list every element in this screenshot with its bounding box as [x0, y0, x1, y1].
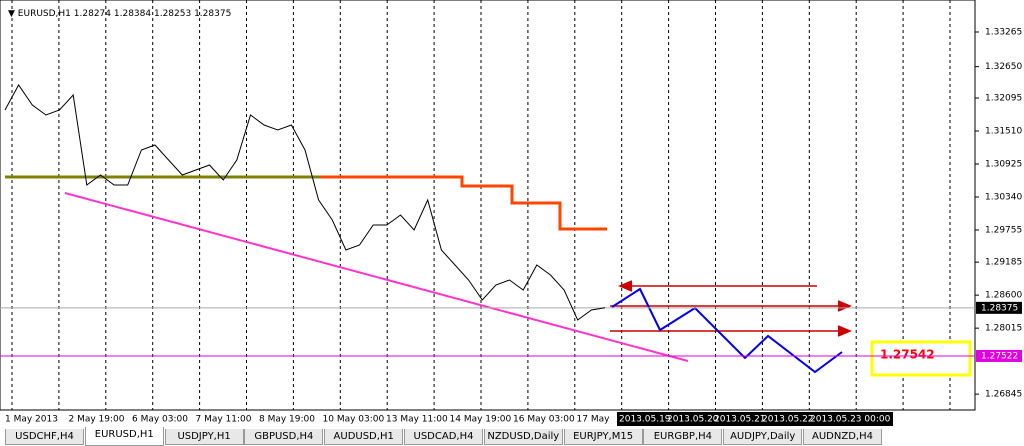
forecast-arrows — [610, 280, 852, 337]
x-tick-label: 2 May 19:00 — [69, 415, 125, 425]
trend-line — [64, 192, 689, 362]
future-label: 2013.05.19 — [619, 415, 671, 425]
x-tick-label: 7 May 11:00 — [196, 415, 252, 425]
current-price-box — [976, 301, 1022, 314]
x-tick-label: 13 May 11:00 — [386, 415, 448, 425]
future-label: 2013.05.22 — [762, 415, 814, 425]
annotation-box — [870, 340, 972, 377]
chart: ▼ EURUSD,H1 1.28274 1.28384 1.28253 1.28… — [0, 0, 1022, 426]
y-tick-label: 1.28015 — [985, 324, 1022, 334]
level-label: 1.27522 — [981, 351, 1018, 361]
y-tick-label: 1.31510 — [985, 126, 1022, 136]
y-tick-label: 1.26845 — [985, 390, 1022, 400]
x-tick-label: 1 May 2013 — [5, 415, 58, 425]
y-tick-label: 1.32095 — [985, 93, 1022, 103]
x-tick-label: 16 May 03:00 — [513, 415, 575, 425]
chart-tab[interactable]: AUDUSD,H1 — [324, 429, 404, 445]
y-tick-label: 1.30340 — [985, 192, 1022, 202]
current-price-label: 1.28375 — [981, 303, 1018, 313]
step-line — [320, 175, 607, 231]
y-tick-label: 1.28600 — [985, 291, 1022, 301]
chart-tab[interactable]: AUDNZD,H4 — [803, 429, 882, 445]
chart-tab[interactable]: EURJPY,M15 — [563, 429, 643, 445]
chart-header: ▼ EURUSD,H1 1.28274 1.28384 1.28253 1.28… — [8, 9, 231, 19]
x-tick-label: 8 May 19:00 — [259, 415, 315, 425]
chart-tab[interactable]: USDJPY,H1 — [164, 429, 244, 445]
x-tick-label: 17 May — [577, 415, 611, 425]
chart-tab[interactable]: AUDJPY,Daily — [723, 429, 803, 445]
annotation: 1.27542 — [880, 348, 935, 362]
price-line — [4, 84, 606, 321]
chart-tab[interactable]: EURGBP,H4 — [643, 429, 723, 445]
chart-tab[interactable]: USDCHF,H4 — [5, 429, 84, 445]
x-tick-label: 10 May 03:00 — [323, 415, 385, 425]
y-tick-label: 1.29185 — [985, 258, 1022, 268]
plot-frame — [0, 0, 976, 411]
x-tick-label: 6 May 03:00 — [132, 415, 188, 425]
chart-tab[interactable]: NZDUSD,Daily — [483, 429, 563, 445]
future-label: 2013.05.21 — [714, 415, 766, 425]
future-label: 2013.05.23 00:00 — [810, 415, 891, 425]
future-label: 2013.05.20 — [667, 415, 719, 425]
x-tick-label: 14 May 19:00 — [450, 415, 512, 425]
level-box — [976, 349, 1022, 362]
grid — [11, 0, 951, 410]
y-tick-label: 1.33265 — [985, 27, 1022, 37]
y-tick-label: 1.30925 — [985, 159, 1022, 169]
chart-tab[interactable]: GBPUSD,H4 — [244, 429, 324, 445]
future-label-bg — [617, 412, 893, 426]
chart-tab[interactable]: EURUSD,H1 — [84, 427, 164, 446]
forecast-path — [611, 287, 843, 374]
chart-tab[interactable]: USDCAD,H4 — [404, 429, 483, 445]
y-tick-label: 1.29755 — [985, 225, 1022, 235]
y-tick-label: 1.32650 — [985, 62, 1022, 72]
